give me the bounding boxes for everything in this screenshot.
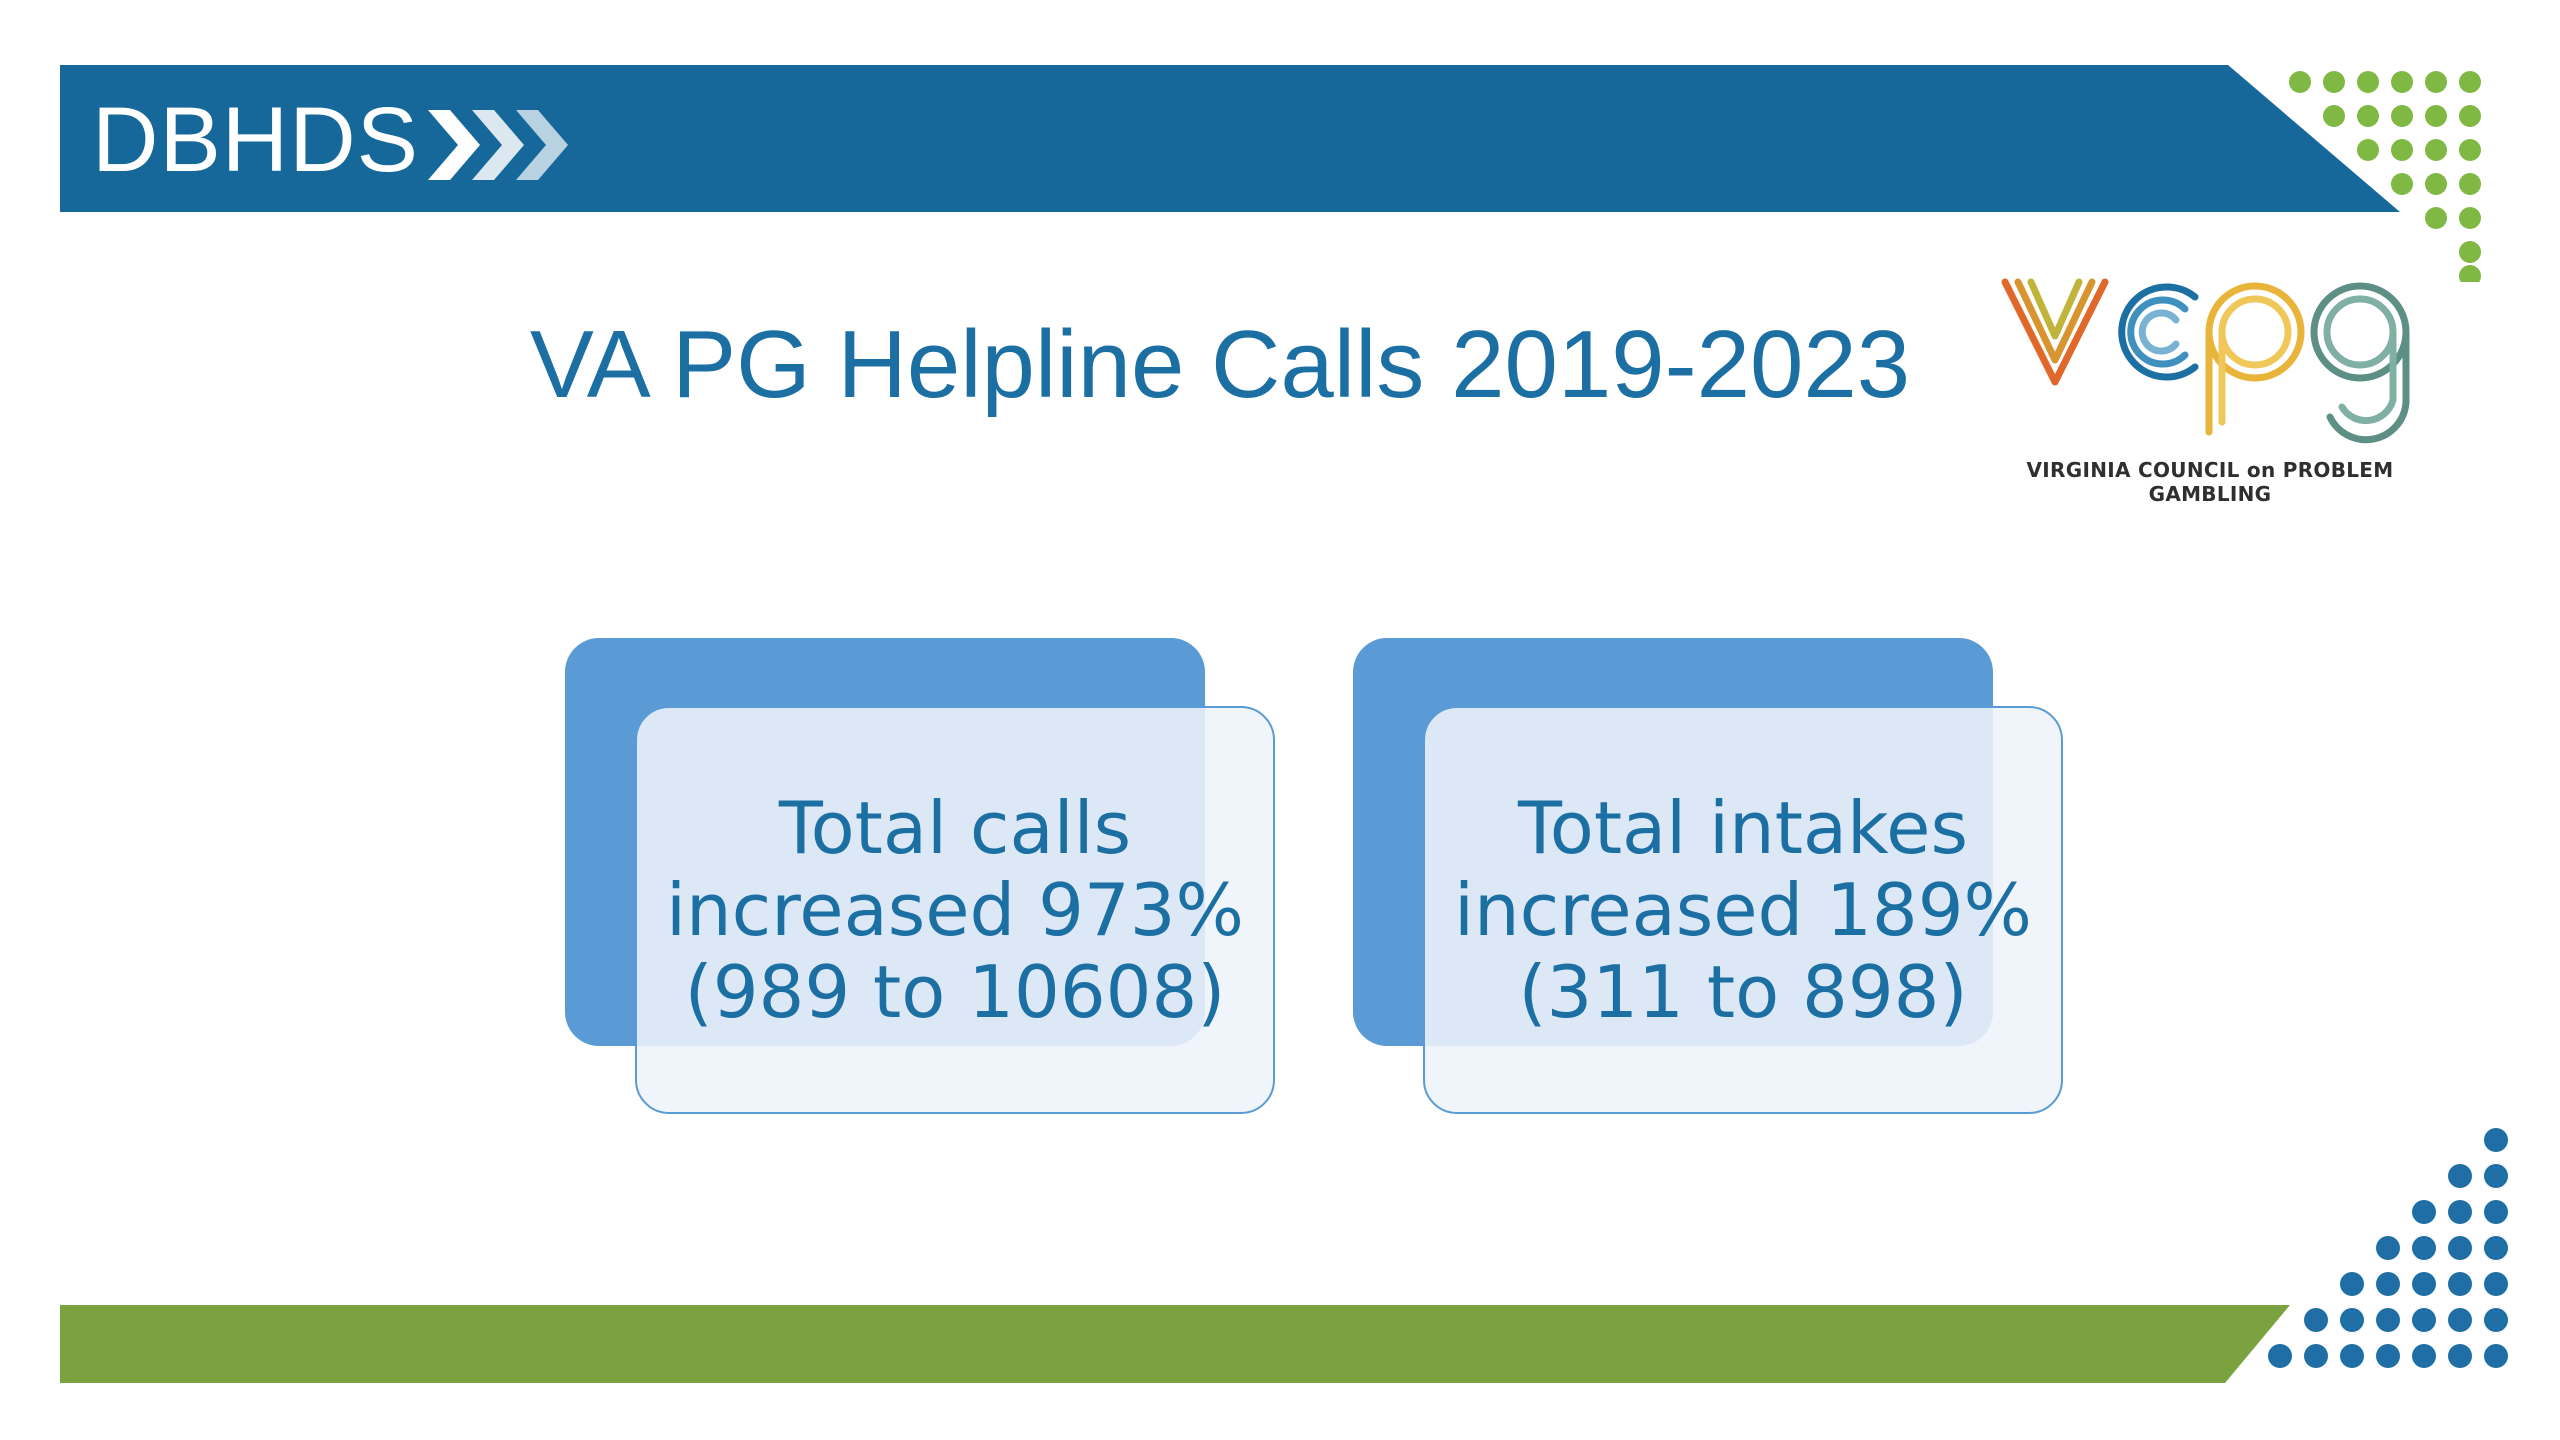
stat-card-2-line2: increased 189% [1454,868,2032,952]
stat-card-2-line3: (311 to 898) [1518,950,1968,1034]
decorative-dots-green [2289,71,2481,282]
stat-card-1-line1: Total calls [778,786,1132,870]
stat-card-2: Total intakes increased 189% (311 to 898… [1423,706,2063,1114]
logo-caption: VIRGINIA COUNCIL on PROBLEM GAMBLING [2026,458,2394,506]
brand-chevron-icon [428,110,568,180]
page-title: VA PG Helpline Calls 2019-2023 [529,311,1911,418]
brand-name: DBHDS [92,89,420,191]
stat-card-2-line1: Total intakes [1518,786,1968,870]
decorative-dots-blue [2268,1128,2508,1368]
stat-card-1: Total calls increased 973% (989 to 10608… [635,706,1275,1114]
stat-card-1-line3: (989 to 10608) [684,950,1226,1034]
stat-card-1-text: Total calls increased 973% (989 to 10608… [666,787,1244,1033]
stat-card-1-line2: increased 973% [666,868,1244,952]
stat-card-2-text: Total intakes increased 189% (311 to 898… [1454,787,2032,1033]
vcpg-logo [2001,278,2410,444]
footer-bar [60,1305,2290,1383]
